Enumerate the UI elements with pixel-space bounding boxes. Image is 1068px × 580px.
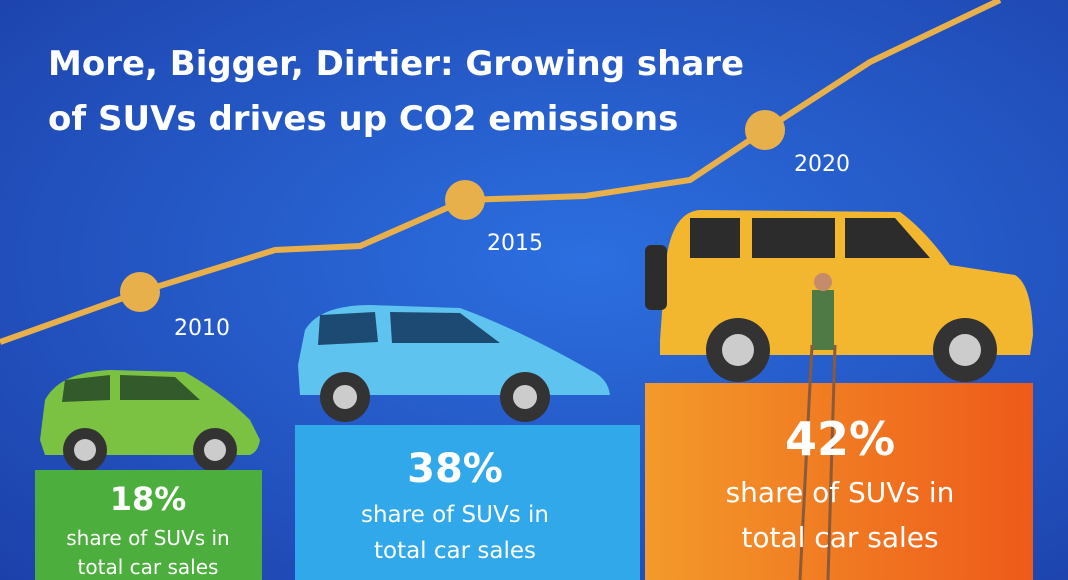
- value: 38%: [407, 446, 503, 492]
- title: More, Bigger, Dirtier: Growing share: [48, 44, 744, 84]
- description: share of SUVs in: [361, 502, 549, 528]
- value: 42%: [785, 412, 895, 466]
- trend-dot: [745, 110, 785, 150]
- year: 2015: [487, 231, 543, 256]
- year: 2010: [174, 316, 230, 341]
- minivan-car: [298, 305, 610, 422]
- trend-dot: [120, 272, 160, 312]
- pedestal: [645, 383, 1033, 580]
- hatchback-car: [40, 370, 260, 472]
- description: total car sales: [78, 555, 219, 579]
- description: share of SUVs in: [726, 476, 955, 509]
- pedestal: [295, 425, 640, 580]
- pedestal: [35, 470, 262, 580]
- trend-dot: [445, 180, 485, 220]
- description: total car sales: [741, 521, 938, 554]
- value: 18%: [110, 480, 187, 518]
- suv-car: [645, 210, 1033, 382]
- year: 2020: [794, 152, 850, 177]
- title: of SUVs drives up CO2 emissions: [48, 99, 678, 139]
- ladder: [798, 344, 837, 580]
- description: total car sales: [374, 538, 536, 564]
- description: share of SUVs in: [66, 526, 229, 550]
- trend-line: [0, 0, 1002, 345]
